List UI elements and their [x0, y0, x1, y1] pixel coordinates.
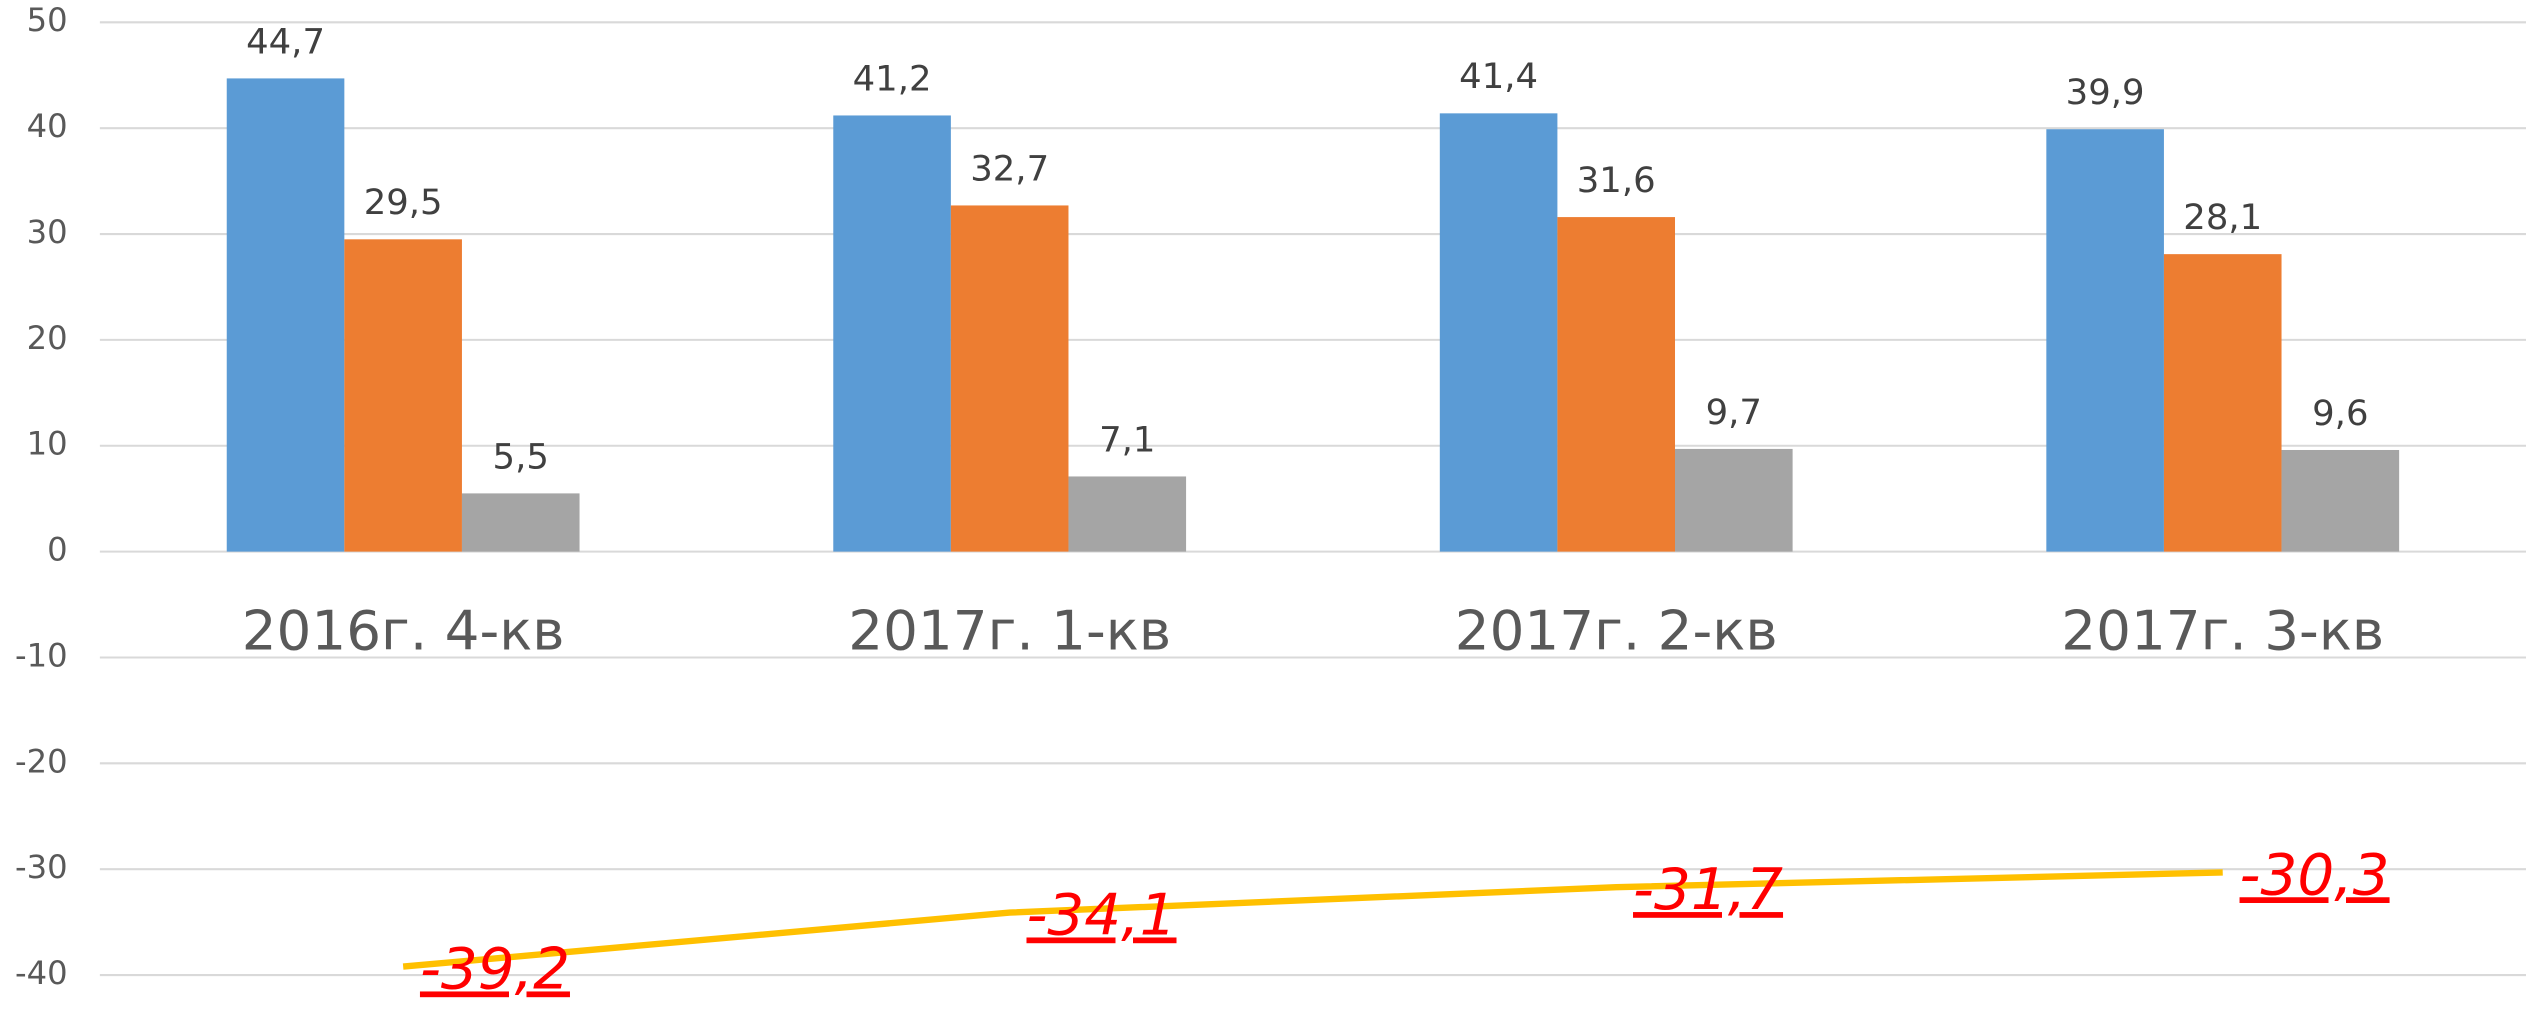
bar — [833, 115, 951, 552]
y-tick-label: -30 — [15, 848, 68, 886]
bar — [1675, 448, 1793, 552]
y-tick-label: 0 — [47, 531, 68, 569]
bar — [1068, 476, 1187, 552]
y-tick-label: 30 — [27, 213, 68, 251]
data-label: 41,2 — [853, 59, 932, 100]
y-tick-label: -20 — [15, 742, 68, 780]
data-label: 29,5 — [364, 182, 443, 223]
y-tick-label: 20 — [27, 319, 68, 357]
data-label: 9,6 — [2312, 393, 2368, 434]
data-label: -31,7 — [1633, 855, 1783, 923]
bar — [1439, 113, 1558, 552]
bar — [2163, 254, 2282, 552]
y-tick-label: 50 — [27, 1, 68, 39]
data-label: 31,6 — [1577, 160, 1656, 201]
data-label: 32,7 — [970, 149, 1049, 190]
data-label: 39,9 — [2066, 72, 2145, 113]
bar — [2281, 449, 2400, 552]
data-label: 41,4 — [1459, 56, 1538, 97]
bar — [950, 205, 1069, 552]
y-tick-label: 40 — [27, 107, 68, 145]
data-label: 28,1 — [2183, 197, 2262, 238]
x-tick-label: 2016г. 4-кв — [242, 599, 565, 663]
data-label: 44,7 — [246, 21, 325, 62]
x-tick-label: 2017г. 2-кв — [1455, 599, 1778, 663]
y-tick-label: -10 — [15, 637, 68, 675]
data-label: 5,5 — [493, 436, 549, 477]
x-tick-label: 2017г. 3-кв — [2061, 599, 2384, 663]
bar — [226, 78, 345, 552]
data-label: 7,1 — [1099, 420, 1155, 461]
bar — [1557, 217, 1676, 552]
y-tick-label: 10 — [27, 425, 68, 463]
y-tick-label: -40 — [15, 954, 68, 992]
x-tick-label: 2017г. 1-кв — [848, 599, 1171, 663]
line — [402, 869, 2223, 970]
bar — [2046, 129, 2164, 552]
data-label: -34,1 — [1026, 881, 1176, 949]
bar — [461, 493, 580, 552]
data-label: 9,7 — [1706, 392, 1762, 433]
data-label: -30,3 — [2240, 841, 2390, 909]
data-label: -39,2 — [420, 935, 570, 1003]
bar — [344, 239, 462, 552]
